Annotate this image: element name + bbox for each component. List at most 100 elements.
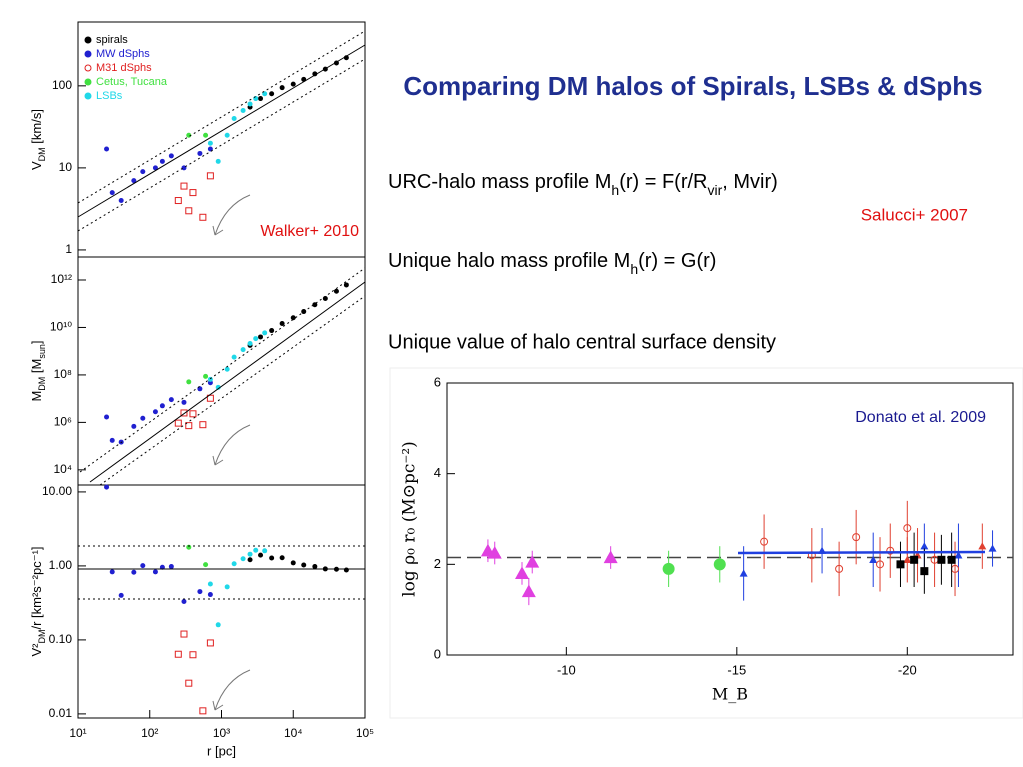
y-axis-label: VDM [km/s] xyxy=(29,109,47,170)
y-tick-label: 10¹² xyxy=(51,272,72,286)
fit-line xyxy=(89,281,366,483)
y-axis-label: V²DM/r [km²s⁻²pc⁻¹] xyxy=(29,546,47,656)
y-tick-label: 10¹⁰ xyxy=(50,320,72,334)
fit-bound xyxy=(79,267,366,473)
point xyxy=(290,560,296,566)
point xyxy=(203,132,209,138)
text-part: (r) = G(r) xyxy=(638,250,716,272)
point xyxy=(181,599,187,605)
point xyxy=(258,552,264,558)
point xyxy=(937,555,946,564)
point xyxy=(525,555,540,568)
citation: Salucci+ 2007 xyxy=(861,205,968,224)
point xyxy=(185,422,193,430)
point xyxy=(835,564,844,573)
point xyxy=(253,336,259,342)
legend-marker xyxy=(84,64,92,72)
point xyxy=(118,198,124,204)
legend-label: Cetus, Tucana xyxy=(96,76,168,88)
point xyxy=(279,555,285,561)
point xyxy=(203,373,209,379)
x-axis-label: M_B xyxy=(712,685,748,704)
point xyxy=(104,146,110,152)
text-part: [km/s] xyxy=(29,109,44,147)
point xyxy=(258,96,264,102)
point xyxy=(168,153,174,159)
x-tick-label: -10 xyxy=(557,662,576,677)
point xyxy=(343,282,349,288)
annotation: Donato et al. 2009 xyxy=(855,409,986,426)
point xyxy=(247,101,253,107)
y-tick-label: 10.00 xyxy=(42,484,72,498)
x-tick-label: 10⁵ xyxy=(356,726,374,740)
text-line: Unique value of halo central surface den… xyxy=(388,331,776,353)
text-part: h xyxy=(630,261,638,277)
text-part: M xyxy=(29,391,44,402)
point xyxy=(189,410,197,418)
plot-frame xyxy=(446,382,1014,656)
point xyxy=(203,562,209,568)
point xyxy=(174,419,182,427)
point xyxy=(131,178,137,184)
slide-title: Comparing DM halos of Spirals, LSBs & dS… xyxy=(403,71,982,101)
point xyxy=(109,190,115,196)
legend-marker xyxy=(84,50,92,58)
point xyxy=(140,169,146,175)
point xyxy=(180,182,188,190)
point xyxy=(180,409,188,417)
text-part: DM xyxy=(37,147,47,161)
point xyxy=(240,108,246,114)
point xyxy=(186,379,192,385)
point xyxy=(186,544,192,550)
point xyxy=(140,415,146,421)
point xyxy=(988,544,997,552)
legend-label: spirals xyxy=(96,34,128,46)
point xyxy=(206,639,214,647)
point xyxy=(174,197,182,205)
point xyxy=(240,556,246,562)
point xyxy=(852,533,861,542)
text-part: URC-halo mass profile M xyxy=(388,171,611,193)
y-tick-label: 4 xyxy=(434,465,441,480)
text-part: V² xyxy=(29,643,44,657)
point xyxy=(185,207,193,215)
fit-line xyxy=(77,44,366,218)
y-tick-label: 10⁸ xyxy=(54,367,72,381)
text-part: ] xyxy=(29,340,44,344)
y-tick-label: 6 xyxy=(434,374,441,389)
text-part: DM xyxy=(37,630,47,644)
point xyxy=(312,564,318,570)
point xyxy=(152,165,158,171)
text-line: Unique halo mass profile Mh(r) = G(r) xyxy=(388,250,716,276)
point xyxy=(224,584,230,590)
point xyxy=(104,414,110,420)
point xyxy=(262,91,268,97)
point xyxy=(978,542,987,550)
point xyxy=(920,542,929,550)
point xyxy=(159,564,165,570)
point xyxy=(224,366,230,372)
point xyxy=(159,158,165,164)
point xyxy=(180,630,188,638)
point xyxy=(910,555,919,564)
text-part: sun xyxy=(37,344,47,359)
point xyxy=(207,146,213,152)
point xyxy=(240,347,246,353)
text-part: V xyxy=(29,161,44,170)
text-part: vir xyxy=(708,182,723,198)
y-tick-label: 10 xyxy=(59,160,73,174)
y-tick-label: 0.01 xyxy=(49,706,73,720)
point xyxy=(152,409,158,415)
x-tick-label: 10⁴ xyxy=(284,726,303,740)
point xyxy=(713,558,726,571)
point xyxy=(199,213,207,221)
point xyxy=(159,403,165,409)
text-part: DM xyxy=(37,377,47,391)
point xyxy=(199,421,207,429)
trend-line xyxy=(737,550,986,555)
point xyxy=(168,397,174,403)
text-part: /r [km²s⁻²pc⁻¹] xyxy=(29,546,44,629)
y-tick-label: 1.00 xyxy=(49,558,73,572)
point xyxy=(247,557,253,563)
